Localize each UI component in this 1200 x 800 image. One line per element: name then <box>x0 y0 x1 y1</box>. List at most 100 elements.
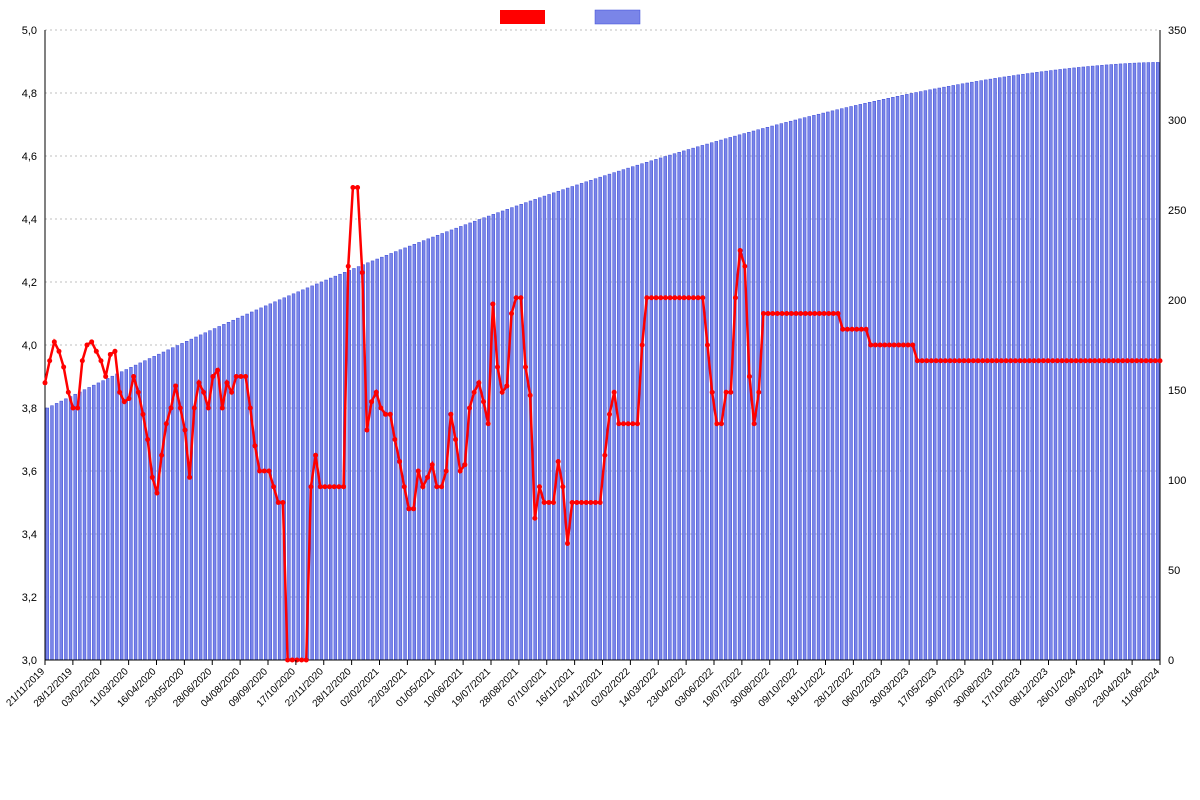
bar <box>1073 68 1076 660</box>
line-marker <box>644 295 649 300</box>
line-marker <box>196 380 201 385</box>
line-marker <box>336 484 341 489</box>
bar <box>975 81 978 660</box>
line-marker <box>602 453 607 458</box>
line-marker <box>182 428 187 433</box>
bar <box>826 112 829 660</box>
bar <box>274 302 277 660</box>
bar <box>696 147 699 660</box>
line-marker <box>1046 358 1051 363</box>
line-marker <box>47 358 52 363</box>
bar <box>227 322 230 660</box>
bar <box>1063 69 1066 660</box>
line-marker <box>122 399 127 404</box>
line-marker <box>178 406 183 411</box>
bar <box>706 144 709 660</box>
line-marker <box>444 469 449 474</box>
line-marker <box>943 358 948 363</box>
line-marker <box>89 339 94 344</box>
bar <box>371 261 374 660</box>
line-marker <box>504 383 509 388</box>
line-marker <box>1134 358 1139 363</box>
line-marker <box>784 311 789 316</box>
bar <box>789 121 792 660</box>
line-marker <box>696 295 701 300</box>
line-marker <box>976 358 981 363</box>
bar <box>1040 72 1043 660</box>
line-marker <box>285 658 290 663</box>
line-marker <box>999 358 1004 363</box>
line-marker <box>1092 358 1097 363</box>
line-marker <box>1144 358 1149 363</box>
bar <box>1068 68 1071 660</box>
line-marker <box>476 380 481 385</box>
bar <box>984 80 987 660</box>
line-marker <box>542 500 547 505</box>
bar <box>840 109 843 660</box>
line-marker <box>206 406 211 411</box>
bar <box>576 185 579 660</box>
line-marker <box>915 358 920 363</box>
line-marker <box>462 462 467 467</box>
bar <box>659 158 662 660</box>
line-marker <box>598 500 603 505</box>
line-marker <box>150 475 155 480</box>
line-marker <box>75 406 80 411</box>
bar <box>120 372 123 660</box>
bar <box>994 78 997 660</box>
line-marker <box>458 469 463 474</box>
bar <box>956 85 959 660</box>
bar <box>687 150 690 660</box>
line-marker <box>934 358 939 363</box>
bar <box>952 85 955 660</box>
line-marker <box>168 406 173 411</box>
line-marker <box>588 500 593 505</box>
line-marker <box>766 311 771 316</box>
line-marker <box>374 390 379 395</box>
bar <box>51 406 54 660</box>
line-marker <box>192 406 197 411</box>
line-marker <box>906 343 911 348</box>
line-marker <box>108 352 113 357</box>
bar <box>938 88 941 660</box>
y-left-tick-label: 3,8 <box>22 403 37 415</box>
bar <box>1031 73 1034 660</box>
bar <box>552 193 555 660</box>
bar <box>1026 74 1029 660</box>
bar <box>473 221 476 660</box>
bar <box>720 140 723 660</box>
bar <box>250 312 253 660</box>
y-right-tick-label: 0 <box>1168 655 1174 667</box>
y-right-tick-label: 150 <box>1168 385 1186 397</box>
bar <box>557 191 560 660</box>
bar <box>1077 67 1080 660</box>
bar <box>631 167 634 660</box>
bar <box>910 93 913 660</box>
bar <box>390 253 393 660</box>
line-marker <box>817 311 822 316</box>
y-left-tick-label: 5,0 <box>22 25 37 37</box>
bar <box>589 180 592 660</box>
bar <box>143 361 146 660</box>
bar <box>264 306 267 660</box>
bar <box>989 79 992 660</box>
bar <box>418 242 421 660</box>
line-marker <box>523 365 528 370</box>
bar <box>845 108 848 660</box>
line-marker <box>724 390 729 395</box>
bar <box>366 263 369 660</box>
bar <box>571 186 574 660</box>
line-marker <box>686 295 691 300</box>
line-marker <box>649 295 654 300</box>
line-marker <box>714 421 719 426</box>
line-marker <box>318 484 323 489</box>
line-marker <box>467 406 472 411</box>
line-marker <box>952 358 957 363</box>
line-marker <box>836 311 841 316</box>
line-marker <box>304 658 309 663</box>
line-marker <box>187 475 192 480</box>
y-left-tick-label: 3,4 <box>22 529 37 541</box>
bar <box>785 122 788 660</box>
bar <box>64 399 67 660</box>
line-marker <box>257 469 262 474</box>
